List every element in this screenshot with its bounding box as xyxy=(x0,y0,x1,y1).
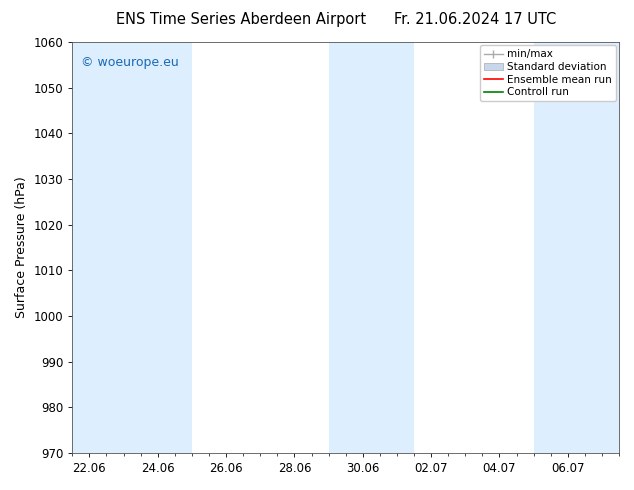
Bar xyxy=(124,42,192,453)
Bar xyxy=(328,42,414,453)
Bar xyxy=(465,42,534,453)
Legend: min/max, Standard deviation, Ensemble mean run, Controll run: min/max, Standard deviation, Ensemble me… xyxy=(480,45,616,101)
Bar xyxy=(260,42,328,453)
Text: ENS Time Series Aberdeen Airport: ENS Time Series Aberdeen Airport xyxy=(116,12,366,27)
Y-axis label: Surface Pressure (hPa): Surface Pressure (hPa) xyxy=(15,176,28,318)
Text: © woeurope.eu: © woeurope.eu xyxy=(81,56,178,70)
Bar xyxy=(192,42,260,453)
Text: Fr. 21.06.2024 17 UTC: Fr. 21.06.2024 17 UTC xyxy=(394,12,557,27)
Bar xyxy=(534,42,619,453)
Bar xyxy=(72,42,124,453)
Bar xyxy=(414,42,465,453)
